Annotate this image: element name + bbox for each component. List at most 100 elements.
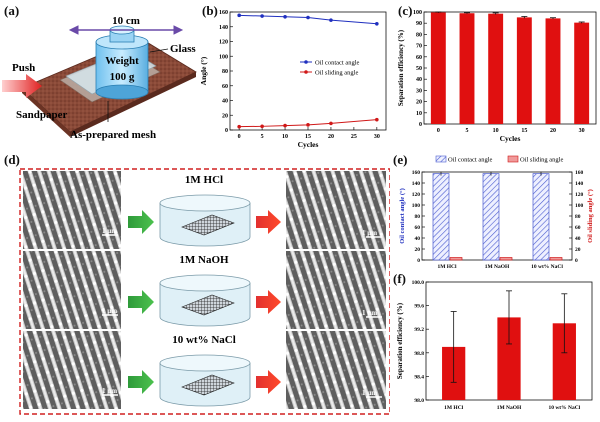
condition-label: 1M HCl <box>185 174 223 186</box>
mesh-sample <box>181 294 235 316</box>
condition-label: 1M NaOH <box>179 254 229 266</box>
mesh-sample <box>181 214 235 236</box>
dimension-label: 10 cm <box>112 15 140 27</box>
x-tick-label: 1M NaOH <box>497 405 522 411</box>
scale-bar-label: 1 μm <box>102 387 117 395</box>
y-tick-label: 100 <box>575 203 584 209</box>
y-axis-label-right: Oil sliding angle (°) <box>587 189 594 243</box>
panel-label-b: (b) <box>202 3 218 18</box>
y-tick-label: 100 <box>412 203 421 209</box>
legend-label: Oil sliding angle <box>520 157 563 164</box>
x-tick-label: 15 <box>305 134 311 140</box>
data-point <box>329 18 333 22</box>
y-tick-label: 98.0 <box>414 398 424 404</box>
red-arrow <box>256 370 281 394</box>
dish-rim <box>159 274 251 292</box>
panel-label-a: (a) <box>4 3 20 18</box>
bar <box>545 18 561 124</box>
y-tick-label: 99.2 <box>414 327 424 333</box>
y-tick-label: 80 <box>575 214 581 220</box>
chemical-stability-schematic: 1 μm 1 μm 1M HCl 1 μm 1 μm 1M NaOH 1 μm 1 μm 10 … <box>19 168 390 415</box>
bar <box>552 323 576 400</box>
chart-separation-vs-cycles: 0 10 20 30 40 50 60 70 80 90 100 0 5 10 15 20 30 Cycles Se… <box>397 10 597 143</box>
scale-bar-label: 1 μm <box>102 307 117 315</box>
y-tick-label: 160 <box>575 170 584 176</box>
sem-image-before <box>23 331 121 409</box>
legend-marker <box>304 70 308 74</box>
bar-sliding-angle <box>549 257 563 261</box>
y-tick-label: 20 <box>575 247 581 253</box>
bar-contact-angle <box>482 173 500 261</box>
y-axis-label: Oil contact angle (°) <box>399 188 406 244</box>
x-tick-label: 10 <box>282 134 288 140</box>
red-arrow <box>256 210 281 234</box>
y-tick-label: 60 <box>415 225 421 231</box>
x-axis-label: Cycles <box>500 134 521 143</box>
weight-value: 100 g <box>110 71 135 83</box>
x-tick-label: 20 <box>550 128 556 134</box>
x-tick-label: 0 <box>238 134 241 140</box>
sandpaper-label: Sandpaper <box>16 109 67 121</box>
y-tick-label: 40 <box>416 77 422 83</box>
mesh-sample <box>181 374 235 396</box>
sem-image-after <box>286 251 386 329</box>
green-arrow <box>128 210 154 234</box>
data-point <box>237 124 241 129</box>
bar-contact-angle <box>532 173 550 261</box>
sem-image-after <box>286 171 386 249</box>
sem-image-before <box>23 171 121 249</box>
y-tick-label: 160 <box>219 10 228 16</box>
series-line-1 <box>239 119 377 128</box>
scale-bar-label: 1 μm <box>362 229 377 237</box>
y-tick-label: 30 <box>416 88 422 94</box>
dashed-frame <box>19 168 390 415</box>
y-tick-label: 100 <box>413 10 422 16</box>
dimension-arrow <box>68 25 184 35</box>
y-tick-label: 98.4 <box>414 374 424 380</box>
y-tick-label: 20 <box>415 247 421 253</box>
legend-marker <box>304 60 308 64</box>
y-tick-label: 60 <box>575 225 581 231</box>
data-point <box>375 117 379 122</box>
data-point <box>260 124 264 129</box>
bar <box>497 317 521 400</box>
y-tick-label: 80 <box>222 69 228 75</box>
data-point <box>306 123 310 127</box>
chart-chemical-angles: 0 20 40 60 80 100 120 140 160 0 20 40 60 80 100 120 140 1… <box>399 155 594 270</box>
y-tick-label: 100 <box>219 54 228 60</box>
y-tick-label: 40 <box>222 99 228 105</box>
y-tick-label: 60 <box>222 84 228 90</box>
legend-label: Oil contact angle <box>315 60 360 67</box>
scale-bar-label: 1 μm <box>102 227 117 235</box>
y-tick-label: 99.6 <box>414 304 424 310</box>
panel-label-d: (d) <box>4 152 20 167</box>
bar-contact-angle <box>432 173 450 261</box>
y-tick-label: 90 <box>416 21 422 27</box>
bar <box>516 17 532 124</box>
chart-angle-vs-cycles: 0 20 40 60 80 100 120 140 160 0 5 10 15 20 25 30 Cycles A… <box>199 10 387 149</box>
bar-sliding-angle <box>449 257 463 261</box>
y-tick-label: 0 <box>417 258 420 264</box>
glass-label: Glass <box>170 43 196 55</box>
bar <box>574 22 590 124</box>
x-tick-label: 25 <box>351 134 357 140</box>
y-tick-label: 20 <box>416 100 422 106</box>
abrasion-schematic: Weight 100 g 10 cm Glass Push Sandpaper … <box>2 15 197 141</box>
legend-label: Oil sliding angle <box>315 70 358 77</box>
bar-sliding-angle <box>499 257 513 261</box>
condition-label: 10 wt% NaCl <box>172 334 236 346</box>
bar <box>488 13 504 124</box>
y-tick-label: 50 <box>416 66 422 72</box>
sem-image-before <box>23 251 121 329</box>
y-axis-label: Angle (°) <box>199 56 208 85</box>
x-tick-label: 1M NaOH <box>485 264 510 270</box>
y-tick-label: 120 <box>219 40 228 46</box>
data-point <box>306 15 310 20</box>
x-tick-label: 1M HCl <box>437 264 457 270</box>
y-tick-label: 160 <box>412 170 421 176</box>
x-tick-label: 10 wt% NaCl <box>531 264 563 270</box>
dish-rim <box>159 354 251 372</box>
y-tick-label: 20 <box>222 113 228 119</box>
legend-swatch <box>507 155 519 163</box>
x-tick-label: 30 <box>374 134 380 140</box>
